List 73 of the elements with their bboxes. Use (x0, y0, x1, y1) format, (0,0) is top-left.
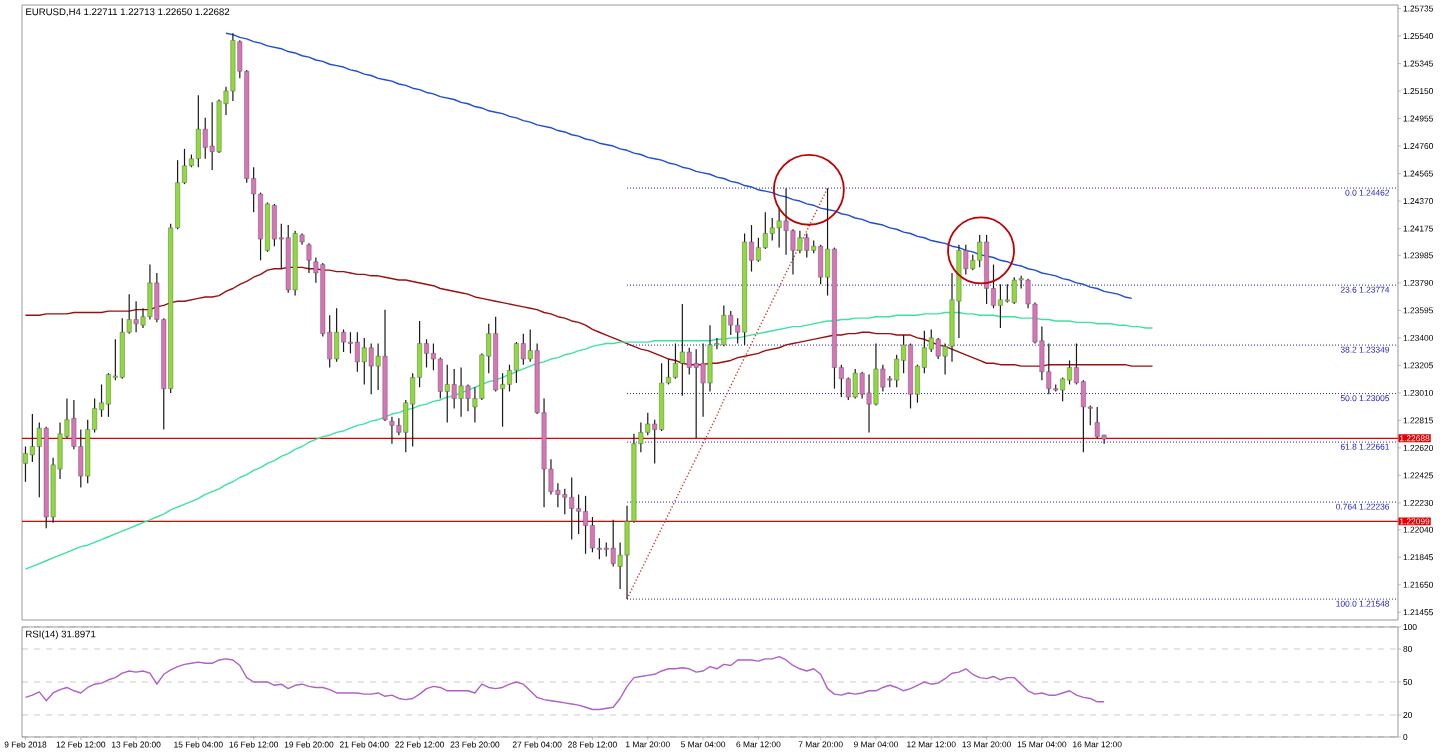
y-tick-label: 1.23985 (1403, 252, 1434, 259)
x-tick-label: 12 Feb 12:00 (56, 741, 106, 748)
x-tick-label: 27 Feb 04:00 (512, 741, 562, 748)
x-tick-label: 12 Mar 12:00 (907, 741, 956, 748)
ref-line-label: 61.8 1.22661 (1340, 443, 1390, 450)
x-tick-label: 13 Mar 20:00 (962, 741, 1011, 748)
x-tick-label: 6 Mar 12:00 (736, 741, 781, 748)
y-tick-label: 1.21845 (1403, 554, 1434, 561)
y-tick-label: 1.24370 (1403, 198, 1434, 205)
y-tick-label: 1.24760 (1403, 143, 1434, 150)
x-tick-label: 22 Feb 12:00 (395, 741, 445, 748)
y-tick-label: 1.23010 (1403, 389, 1434, 396)
x-tick-label: 23 Feb 20:00 (450, 741, 500, 748)
y-tick-label: 1.25735 (1403, 5, 1434, 12)
y-tick-label: 0 (1403, 734, 1408, 740)
candlestick (23, 445, 28, 483)
y-tick-label: 1.21650 (1403, 581, 1434, 588)
y-tick-label: 1.21455 (1403, 609, 1434, 616)
candlestick (99, 383, 104, 418)
candlestick (182, 148, 187, 185)
y-tick-label: 100 (1403, 624, 1417, 630)
x-tick-label: 15 Feb 04:00 (174, 741, 223, 748)
x-tick-label: 5 Mar 04:00 (681, 741, 726, 748)
candlestick (1074, 342, 1079, 386)
x-tick-label: 16 Feb 12:00 (229, 741, 279, 748)
candlestick (749, 224, 754, 273)
ref-line-label: 100.0 1.21548 (1336, 600, 1390, 607)
x-tick-label: 9 Mar 04:00 (853, 741, 899, 748)
y-tick-label: 1.25345 (1403, 60, 1434, 67)
chart-title: EURUSD,H4 1.22711 1.22713 1.22650 1.22682 (26, 8, 230, 17)
y-tick-label: 80 (1403, 646, 1413, 652)
x-tick-label: 28 Feb 12:00 (568, 741, 617, 748)
candlestick (341, 328, 346, 353)
y-tick-label: 1.22815 (1403, 417, 1434, 424)
y-tick-label: 1.22040 (1403, 526, 1434, 533)
y-tick-label: 1.22425 (1403, 472, 1434, 479)
y-tick-label: 1.24565 (1403, 170, 1434, 177)
candlestick (306, 242, 312, 274)
candlestick (583, 495, 588, 555)
ref-line-label: 23.6 1.23774 (1340, 286, 1390, 293)
ref-line-label: 1.22099 (1400, 518, 1430, 525)
candlestick (424, 338, 429, 369)
ref-line-label: 50.0 1.23005 (1340, 395, 1390, 402)
candlestick (348, 331, 353, 354)
y-tick-label: 1.24955 (1403, 115, 1434, 122)
y-tick-label: 1.25150 (1403, 88, 1434, 95)
ref-line-label: 1.22688 (1400, 435, 1430, 442)
chart-title: RSI(14) 31.8971 (26, 630, 96, 640)
y-tick-label: 1.23790 (1403, 279, 1434, 286)
y-tick-label: 1.23205 (1403, 362, 1434, 369)
y-tick-label: 1.23595 (1403, 307, 1434, 314)
x-tick-label: 15 Mar 04:00 (1017, 741, 1067, 748)
x-tick-label: 16 Mar 12:00 (1073, 741, 1122, 748)
candlestick (666, 358, 671, 386)
x-tick-label: 13 Feb 20:00 (111, 741, 161, 748)
y-tick-label: 1.22620 (1403, 444, 1434, 451)
y-tick-label: 1.25540 (1403, 33, 1434, 40)
x-tick-label: 7 Mar 20:00 (798, 741, 843, 748)
candlestick (507, 364, 512, 393)
candlestick (590, 516, 595, 553)
y-tick-label: 1.22230 (1403, 499, 1434, 506)
ref-line-label: 0.0 1.24462 (1345, 189, 1390, 196)
ref-line-label: 0.764 1.22236 (1336, 503, 1390, 510)
y-tick-label: 50 (1403, 679, 1413, 685)
ref-line-label: 38.2 1.23349 (1340, 346, 1390, 353)
y-tick-label: 1.23400 (1403, 334, 1434, 341)
y-tick-label: 20 (1403, 712, 1413, 718)
y-tick-label: 1.24175 (1403, 225, 1434, 232)
x-tick-label: 19 Feb 20:00 (284, 741, 334, 748)
x-tick-label: 21 Feb 04:00 (339, 741, 389, 748)
candlestick (991, 263, 996, 309)
x-tick-label: 1 Mar 20:00 (625, 741, 670, 748)
x-tick-label: 9 Feb 2018 (4, 741, 47, 748)
